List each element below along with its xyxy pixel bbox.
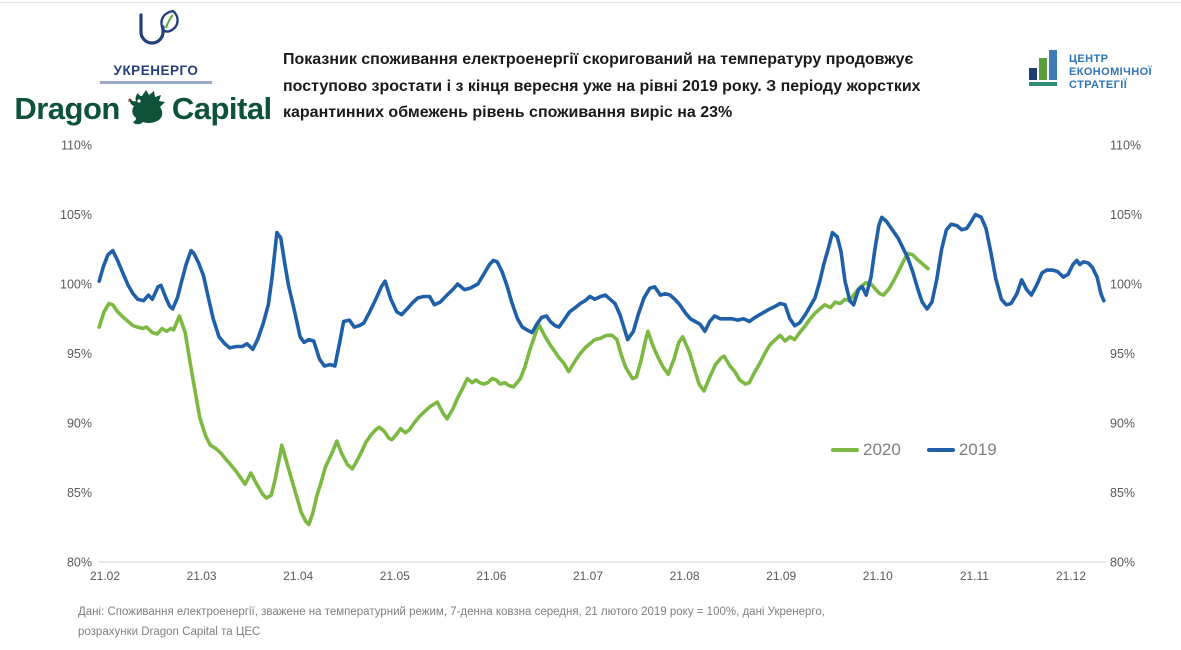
source-note-line1: Дані: Споживання електроенергії, зважене… <box>78 606 825 618</box>
ces-line1: ЦЕНТР <box>1069 53 1109 65</box>
y-axis-label-right: 85% <box>1110 486 1135 500</box>
page-title-line1: Показник споживання електроенергії скори… <box>283 51 914 68</box>
y-axis-label-right: 100% <box>1110 278 1142 292</box>
legend-swatch-2020 <box>831 448 859 452</box>
legend-label-2019: 2019 <box>958 440 997 459</box>
ces-bar-chart-icon <box>1028 42 1062 93</box>
x-axis-label: 21.03 <box>187 569 217 583</box>
x-axis-label: 21.02 <box>90 569 120 583</box>
x-axis-label: 21.12 <box>1056 569 1086 583</box>
chart-legend: 2020 2019 <box>831 440 997 460</box>
y-axis-label-left: 100% <box>60 278 92 292</box>
source-note-line2: розрахунки Dragon Capital та ЦЕС <box>78 626 261 638</box>
y-axis-label-right: 105% <box>1110 208 1142 222</box>
x-axis-label: 21.11 <box>960 569 989 583</box>
ukrenergo-tagline <box>100 81 212 84</box>
y-axis-label-left: 80% <box>67 556 92 570</box>
y-axis-label-right: 95% <box>1110 347 1135 361</box>
dragon-capital-word1: Dragon <box>14 90 120 126</box>
y-axis-label-left: 95% <box>67 347 92 361</box>
page-title-line3: карантинних обмежень рівень споживання в… <box>283 104 733 121</box>
y-axis-label-left: 85% <box>67 486 92 500</box>
y-axis-label-right: 90% <box>1110 417 1135 431</box>
ukrenergo-leaf-icon <box>129 9 183 60</box>
legend-label-2020: 2020 <box>863 440 901 459</box>
x-axis-label: 21.04 <box>283 569 313 583</box>
dragon-icon <box>124 86 168 131</box>
x-axis-label: 21.08 <box>670 569 700 583</box>
legend-swatch-2019 <box>926 448 955 452</box>
page-title-line2: поступово зростати і з кінця вересня уже… <box>283 77 921 95</box>
legend-item-2019: 2019 <box>926 440 997 460</box>
series-2020-line <box>97 251 930 527</box>
y-axis-label-left: 110% <box>61 139 92 153</box>
window-top-border <box>0 2 1181 3</box>
page-title: Показник споживання електроенергії скори… <box>283 47 1003 127</box>
ces-line2: ЕКОНОМІЧНОЇ <box>1069 66 1152 78</box>
ces-logo: ЦЕНТР ЕКОНОМІЧНОЇ СТРАТЕГІЇ <box>1028 42 1152 93</box>
dragon-capital-word2: Capital <box>171 90 272 126</box>
ukrenergo-logo: УКРЕНЕРГО <box>96 8 216 84</box>
y-axis-label-left: 90% <box>67 417 92 431</box>
series-2019-line <box>97 212 1106 368</box>
legend-item-2020: 2020 <box>831 440 901 460</box>
x-axis-label: 21.06 <box>476 569 506 583</box>
ces-wordmark: ЦЕНТР ЕКОНОМІЧНОЇ СТРАТЕГІЇ <box>1069 53 1152 93</box>
ukrenergo-wordmark: УКРЕНЕРГО <box>113 63 199 78</box>
y-axis-label-right: 110% <box>1110 139 1141 153</box>
x-axis-label: 21.10 <box>863 569 893 583</box>
y-axis-label-left: 105% <box>60 208 92 222</box>
ces-line3: СТРАТЕГІЇ <box>1069 79 1128 91</box>
dragon-capital-logo: Dragon Capital <box>12 86 274 131</box>
y-axis-label-right: 80% <box>1110 556 1135 570</box>
x-axis-label: 21.09 <box>766 569 796 583</box>
source-note: Дані: Споживання електроенергії, зважене… <box>78 602 825 642</box>
x-axis-label: 21.05 <box>380 569 410 583</box>
x-axis-label: 21.07 <box>573 569 603 583</box>
